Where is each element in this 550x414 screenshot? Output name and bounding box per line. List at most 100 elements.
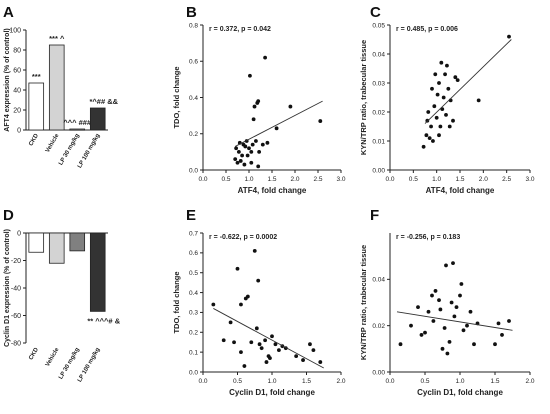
- data-point: [444, 263, 448, 268]
- data-point: [247, 146, 251, 151]
- data-point: [288, 104, 293, 109]
- data-point: [239, 350, 243, 355]
- data-point: [431, 139, 435, 143]
- data-point: [500, 333, 504, 337]
- y-tick-label: 0.04: [372, 277, 385, 284]
- y-tick-label: 0.01: [372, 138, 385, 145]
- data-point: [447, 124, 452, 129]
- panel-letter: C: [370, 4, 381, 21]
- significance-label: ^^^ ###: [63, 118, 92, 127]
- y-tick-label: 0: [17, 231, 21, 238]
- panel-letter: D: [3, 207, 14, 224]
- x-tick-label: 2.0: [290, 176, 299, 183]
- data-point: [274, 126, 279, 131]
- data-point: [441, 95, 446, 100]
- data-point: [424, 133, 429, 138]
- data-point: [434, 115, 439, 120]
- correlation-annotation: r = -0.256, p = 0.183: [396, 234, 460, 241]
- panel-c: C 0.0 0.5 1.0 1.5 2.0 2.5 3.0 0.00 0.01 0.02 0.03 0.…: [359, 4, 535, 195]
- data-point: [251, 117, 256, 122]
- data-point: [256, 278, 261, 283]
- data-point: [318, 119, 323, 123]
- data-point: [423, 330, 427, 335]
- x-tick-label: 1.0: [244, 176, 253, 183]
- data-point: [458, 293, 462, 298]
- data-point: [433, 289, 438, 293]
- y-tick-label: -60: [11, 313, 21, 320]
- y-tick-label: 0.04: [372, 51, 385, 58]
- data-point: [254, 326, 259, 331]
- y-axis-label: TDO, fold change: [172, 271, 181, 333]
- data-point: [437, 133, 441, 138]
- bar-1: [28, 232, 45, 253]
- data-point: [232, 340, 236, 345]
- y-axis-label: TDO, fold change: [172, 66, 181, 128]
- bar-4: [89, 232, 106, 312]
- data-point: [459, 282, 464, 286]
- x-tick-label: 1.0: [267, 378, 276, 385]
- data-point: [445, 351, 450, 356]
- data-point: [234, 146, 239, 151]
- data-point: [249, 340, 254, 345]
- data-point: [221, 338, 226, 343]
- data-point: [472, 342, 476, 347]
- data-point: [426, 309, 431, 314]
- x-tick-label: 1.5: [490, 378, 499, 385]
- y-tick-label: 0.02: [372, 109, 385, 116]
- x-tick-label: 2.0: [336, 378, 345, 385]
- bar-2: [48, 44, 65, 131]
- category-label: LP 100 mg/kg: [77, 133, 102, 170]
- data-point: [256, 164, 261, 169]
- y-axis-label: AFT4 expression (% of control): [4, 28, 11, 131]
- data-point: [268, 356, 272, 360]
- panel-letter: E: [186, 207, 196, 224]
- y-tick-label: 100: [9, 28, 21, 35]
- data-point: [243, 144, 248, 149]
- y-tick-label: -40: [11, 286, 21, 293]
- x-axis-label: ATF4, fold change: [238, 186, 307, 195]
- data-point: [465, 323, 469, 328]
- category-label: LP 30 mg/kg: [58, 133, 81, 167]
- x-tick-label: 0.0: [198, 176, 207, 183]
- data-point: [447, 339, 452, 344]
- x-tick-label: 0.5: [233, 378, 242, 385]
- data-point: [432, 104, 437, 109]
- y-axis-label: Cyclin D1 expression (% of control): [4, 229, 11, 347]
- x-tick-label: 1.5: [302, 378, 311, 385]
- x-tick-label: 1.0: [432, 176, 441, 183]
- y-tick-label: 80: [13, 48, 21, 55]
- y-tick-label: 0.2: [189, 131, 198, 138]
- data-point: [451, 118, 455, 123]
- y-tick-label: 0.5: [189, 270, 198, 277]
- x-tick-label: 1.0: [455, 378, 464, 385]
- data-point: [263, 55, 267, 60]
- panel-f: F 0.0 0.5 1.0 1.5 2.0 0.00 0.02 0.04 Cyclin D1, f…: [359, 207, 535, 397]
- y-tick-label: 0.05: [372, 22, 385, 29]
- x-axis-label: ATF4, fold change: [426, 186, 495, 195]
- bar-3: [69, 128, 86, 131]
- data-point: [256, 99, 261, 104]
- bar-3: [69, 232, 86, 252]
- correlation-annotation: r = -0.622, p = 0.0002: [209, 234, 277, 241]
- y-tick-label: 60: [13, 68, 21, 75]
- x-tick-label: 0.5: [221, 176, 230, 183]
- data-point: [238, 159, 243, 163]
- data-point: [461, 328, 466, 333]
- y-axis-label: KYN/TRP ratio, trabecular tissue: [359, 245, 368, 360]
- data-point: [446, 86, 451, 91]
- x-tick-label: 3.0: [525, 176, 534, 183]
- panel-letter: A: [3, 4, 14, 21]
- x-tick-label: 2.0: [525, 378, 534, 385]
- data-point: [260, 142, 265, 147]
- data-point: [439, 60, 444, 65]
- x-tick-label: 0.0: [198, 378, 207, 385]
- significance-label: ***: [32, 72, 41, 81]
- y-tick-label: 0.4: [189, 95, 198, 102]
- data-point: [445, 63, 449, 68]
- y-tick-label: 0.1: [189, 349, 198, 356]
- data-point: [442, 326, 447, 330]
- data-point: [242, 364, 247, 368]
- regression-line: [424, 39, 512, 124]
- y-tick-label: -80: [11, 341, 21, 348]
